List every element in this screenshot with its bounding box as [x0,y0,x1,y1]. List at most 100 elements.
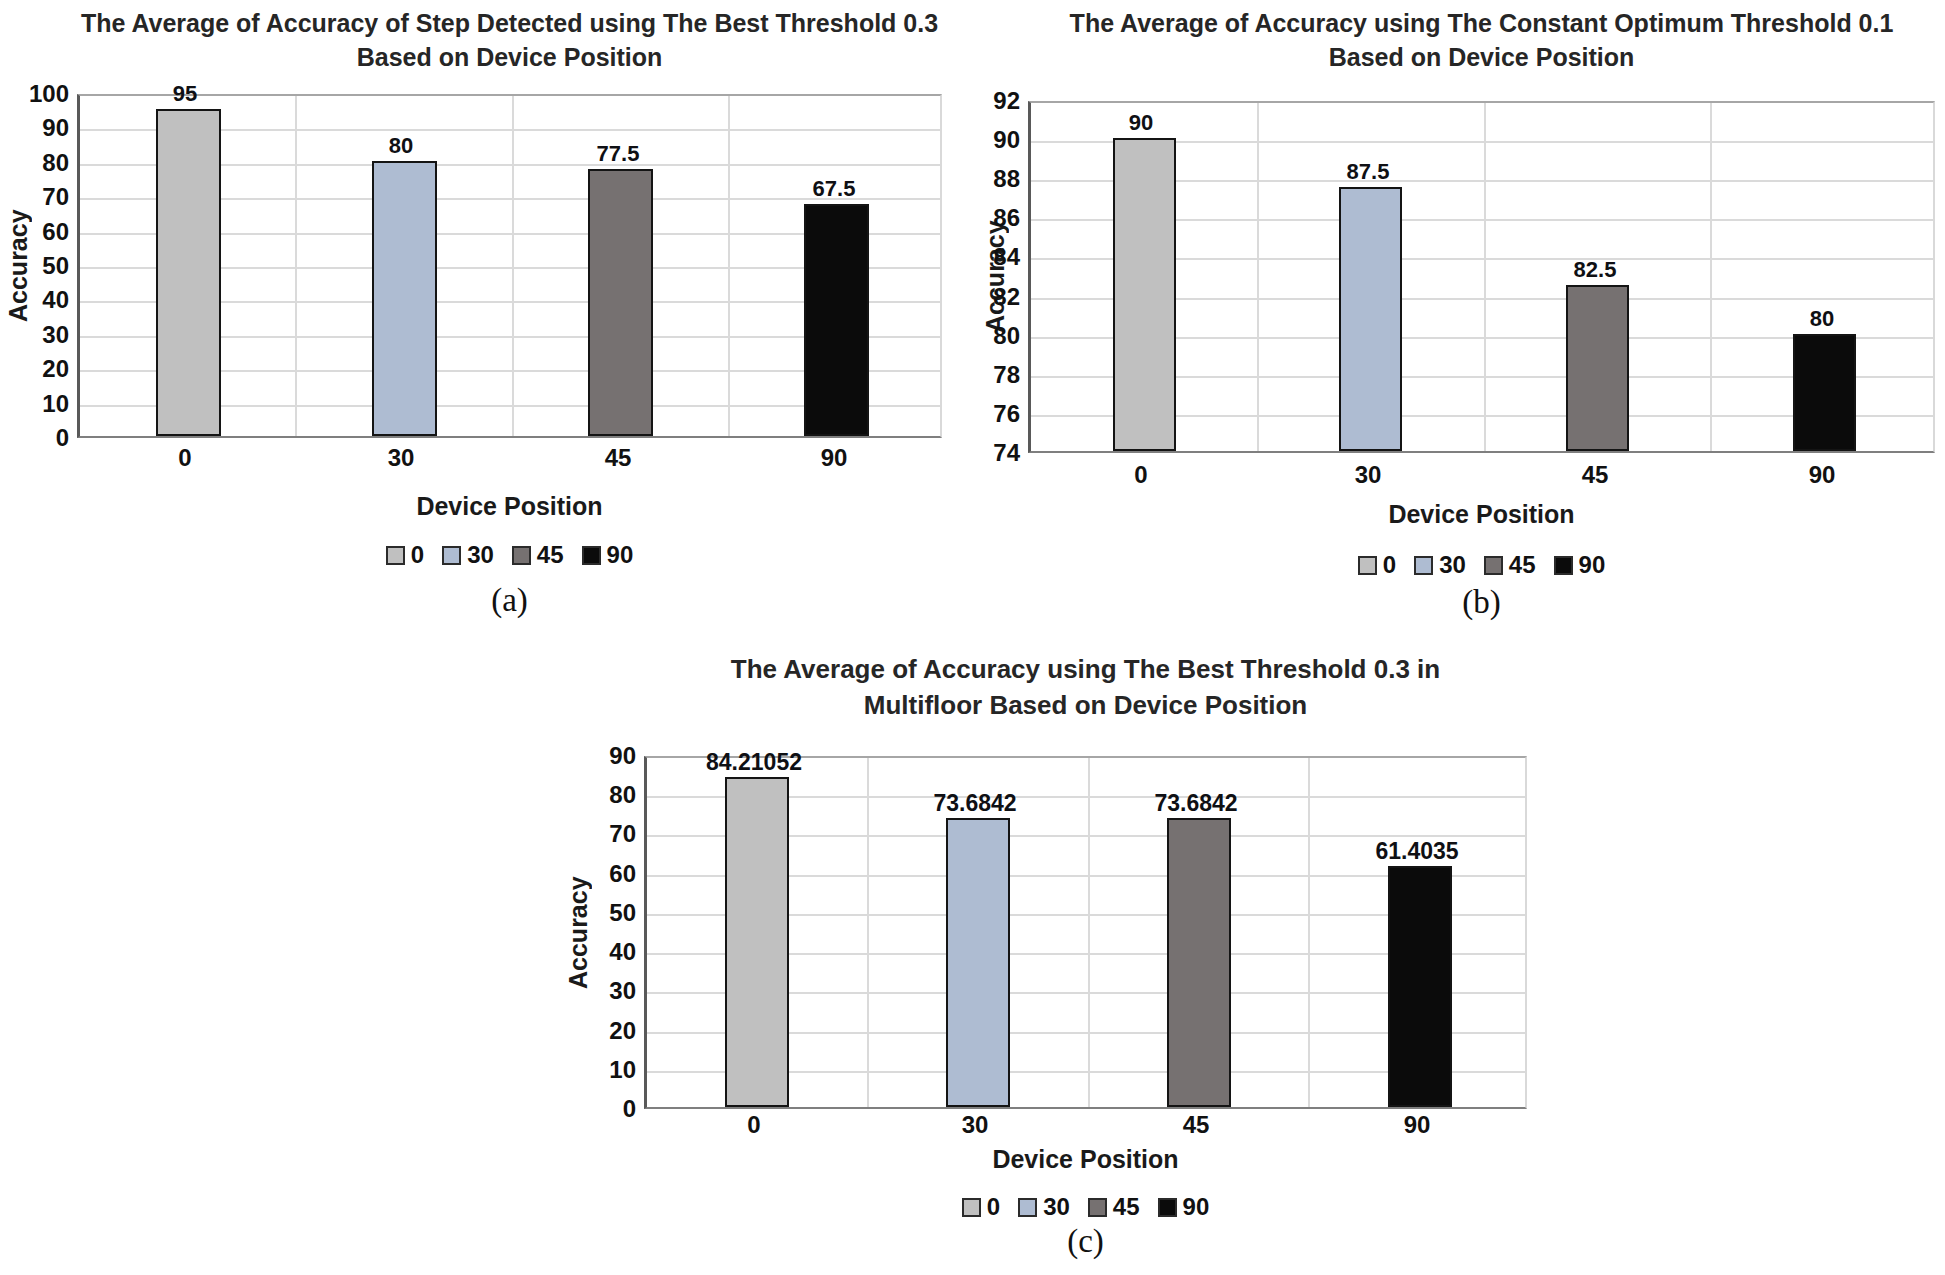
gridline-vertical [1257,103,1259,451]
legend-label: 45 [1113,1193,1140,1221]
y-tick-label: 82 [960,284,1020,310]
chart-title: The Average of Accuracy using The Best T… [644,651,1527,723]
chart-title-line: Multifloor Based on Device Position [644,687,1527,723]
legend-label: 45 [1509,551,1536,579]
bar-value-label: 73.6842 [900,790,1050,816]
legend-item-90: 90 [1554,551,1606,579]
x-tick-label: 0 [1081,461,1201,489]
bar-45 [1566,285,1629,451]
y-tick-label: 100 [0,81,69,107]
x-tick-label: 45 [1136,1111,1256,1139]
y-tick-label: 10 [0,391,69,417]
y-tick-label: 92 [960,88,1020,114]
y-tick-label: 80 [960,323,1020,349]
legend: 0 30 45 90 [1028,551,1935,579]
chart-panel-a: The Average of Accuracy of Step Detected… [0,0,975,645]
chart-panel-b: The Average of Accuracy using The Consta… [960,0,1945,645]
x-tick-label: 0 [694,1111,814,1139]
x-tick-label: 90 [1762,461,1882,489]
chart-title-line: Based on Device Position [1028,40,1935,74]
figure-three-bar-charts: { "colors": { "bar_palette": ["#c0c0c0",… [0,0,1945,1275]
legend-label: 0 [411,541,424,569]
y-tick-label: 70 [560,821,636,847]
legend-swatch [1414,556,1433,575]
gridline-vertical [1710,103,1712,451]
legend-label: 0 [1383,551,1396,579]
y-tick-label: 0 [560,1096,636,1122]
bar-30 [946,818,1010,1107]
gridline-vertical [1484,103,1486,451]
legend-item-30: 30 [1018,1193,1070,1221]
y-tick-label: 84 [960,244,1020,270]
bar-value-label: 87.5 [1293,159,1443,185]
gridline-vertical [728,96,730,436]
legend-label: 90 [1183,1193,1210,1221]
bar-90 [1388,866,1452,1107]
bar-value-label: 80 [1747,306,1897,332]
legend: 0 30 45 90 [644,1193,1527,1221]
gridline-vertical [512,96,514,436]
y-tick-label: 20 [560,1018,636,1044]
legend-item-0: 0 [962,1193,1000,1221]
y-tick-label: 88 [960,166,1020,192]
legend-swatch [1158,1198,1177,1217]
x-axis-title: Device Position [77,492,942,521]
y-tick-label: 20 [0,356,69,382]
legend-swatch [1088,1198,1107,1217]
x-tick-label: 30 [341,444,461,472]
bar-value-label: 61.4035 [1342,838,1492,864]
x-tick-label: 45 [558,444,678,472]
legend-item-45: 45 [1484,551,1536,579]
y-tick-label: 40 [560,939,636,965]
legend-item-0: 0 [1358,551,1396,579]
x-axis-title: Device Position [644,1145,1527,1174]
gridline-vertical [1088,758,1090,1107]
chart-title-line: The Average of Accuracy using The Best T… [644,651,1527,687]
panel-caption: (a) [77,582,942,619]
y-tick-label: 90 [960,127,1020,153]
legend-item-90: 90 [1158,1193,1210,1221]
legend-label: 90 [607,541,634,569]
y-tick-label: 76 [960,401,1020,427]
y-tick-label: 78 [960,362,1020,388]
legend-label: 30 [1043,1193,1070,1221]
chart-title: The Average of Accuracy of Step Detected… [77,6,942,74]
bar-value-label: 73.6842 [1121,790,1271,816]
legend-swatch [1554,556,1573,575]
panel-caption: (c) [644,1223,1527,1260]
legend-swatch [512,546,531,565]
legend-label: 0 [987,1193,1000,1221]
legend-swatch [582,546,601,565]
plot-area [1028,101,1935,453]
legend-item-30: 30 [1414,551,1466,579]
x-tick-label: 30 [915,1111,1035,1139]
bar-value-label: 77.5 [543,141,693,167]
legend-item-90: 90 [582,541,634,569]
legend-swatch [1018,1198,1037,1217]
legend-swatch [442,546,461,565]
bar-90 [1793,334,1856,451]
y-tick-label: 90 [560,743,636,769]
chart-title-line: The Average of Accuracy of Step Detected… [77,6,942,40]
gridline-vertical [867,758,869,1107]
legend-label: 30 [1439,551,1466,579]
bar-0 [156,109,221,436]
bar-value-label: 84.21052 [679,749,829,775]
bar-value-label: 82.5 [1520,257,1670,283]
y-tick-label: 0 [0,425,69,451]
legend-swatch [962,1198,981,1217]
legend-label: 45 [537,541,564,569]
y-tick-label: 60 [0,219,69,245]
y-tick-label: 70 [0,184,69,210]
plot-area [77,94,942,438]
y-tick-label: 10 [560,1057,636,1083]
bar-30 [1339,187,1402,451]
legend-item-30: 30 [442,541,494,569]
y-tick-label: 30 [0,322,69,348]
legend-item-45: 45 [512,541,564,569]
legend-swatch [1358,556,1377,575]
y-tick-label: 80 [560,782,636,808]
y-tick-label: 90 [0,115,69,141]
y-tick-label: 50 [560,900,636,926]
y-tick-label: 74 [960,440,1020,466]
